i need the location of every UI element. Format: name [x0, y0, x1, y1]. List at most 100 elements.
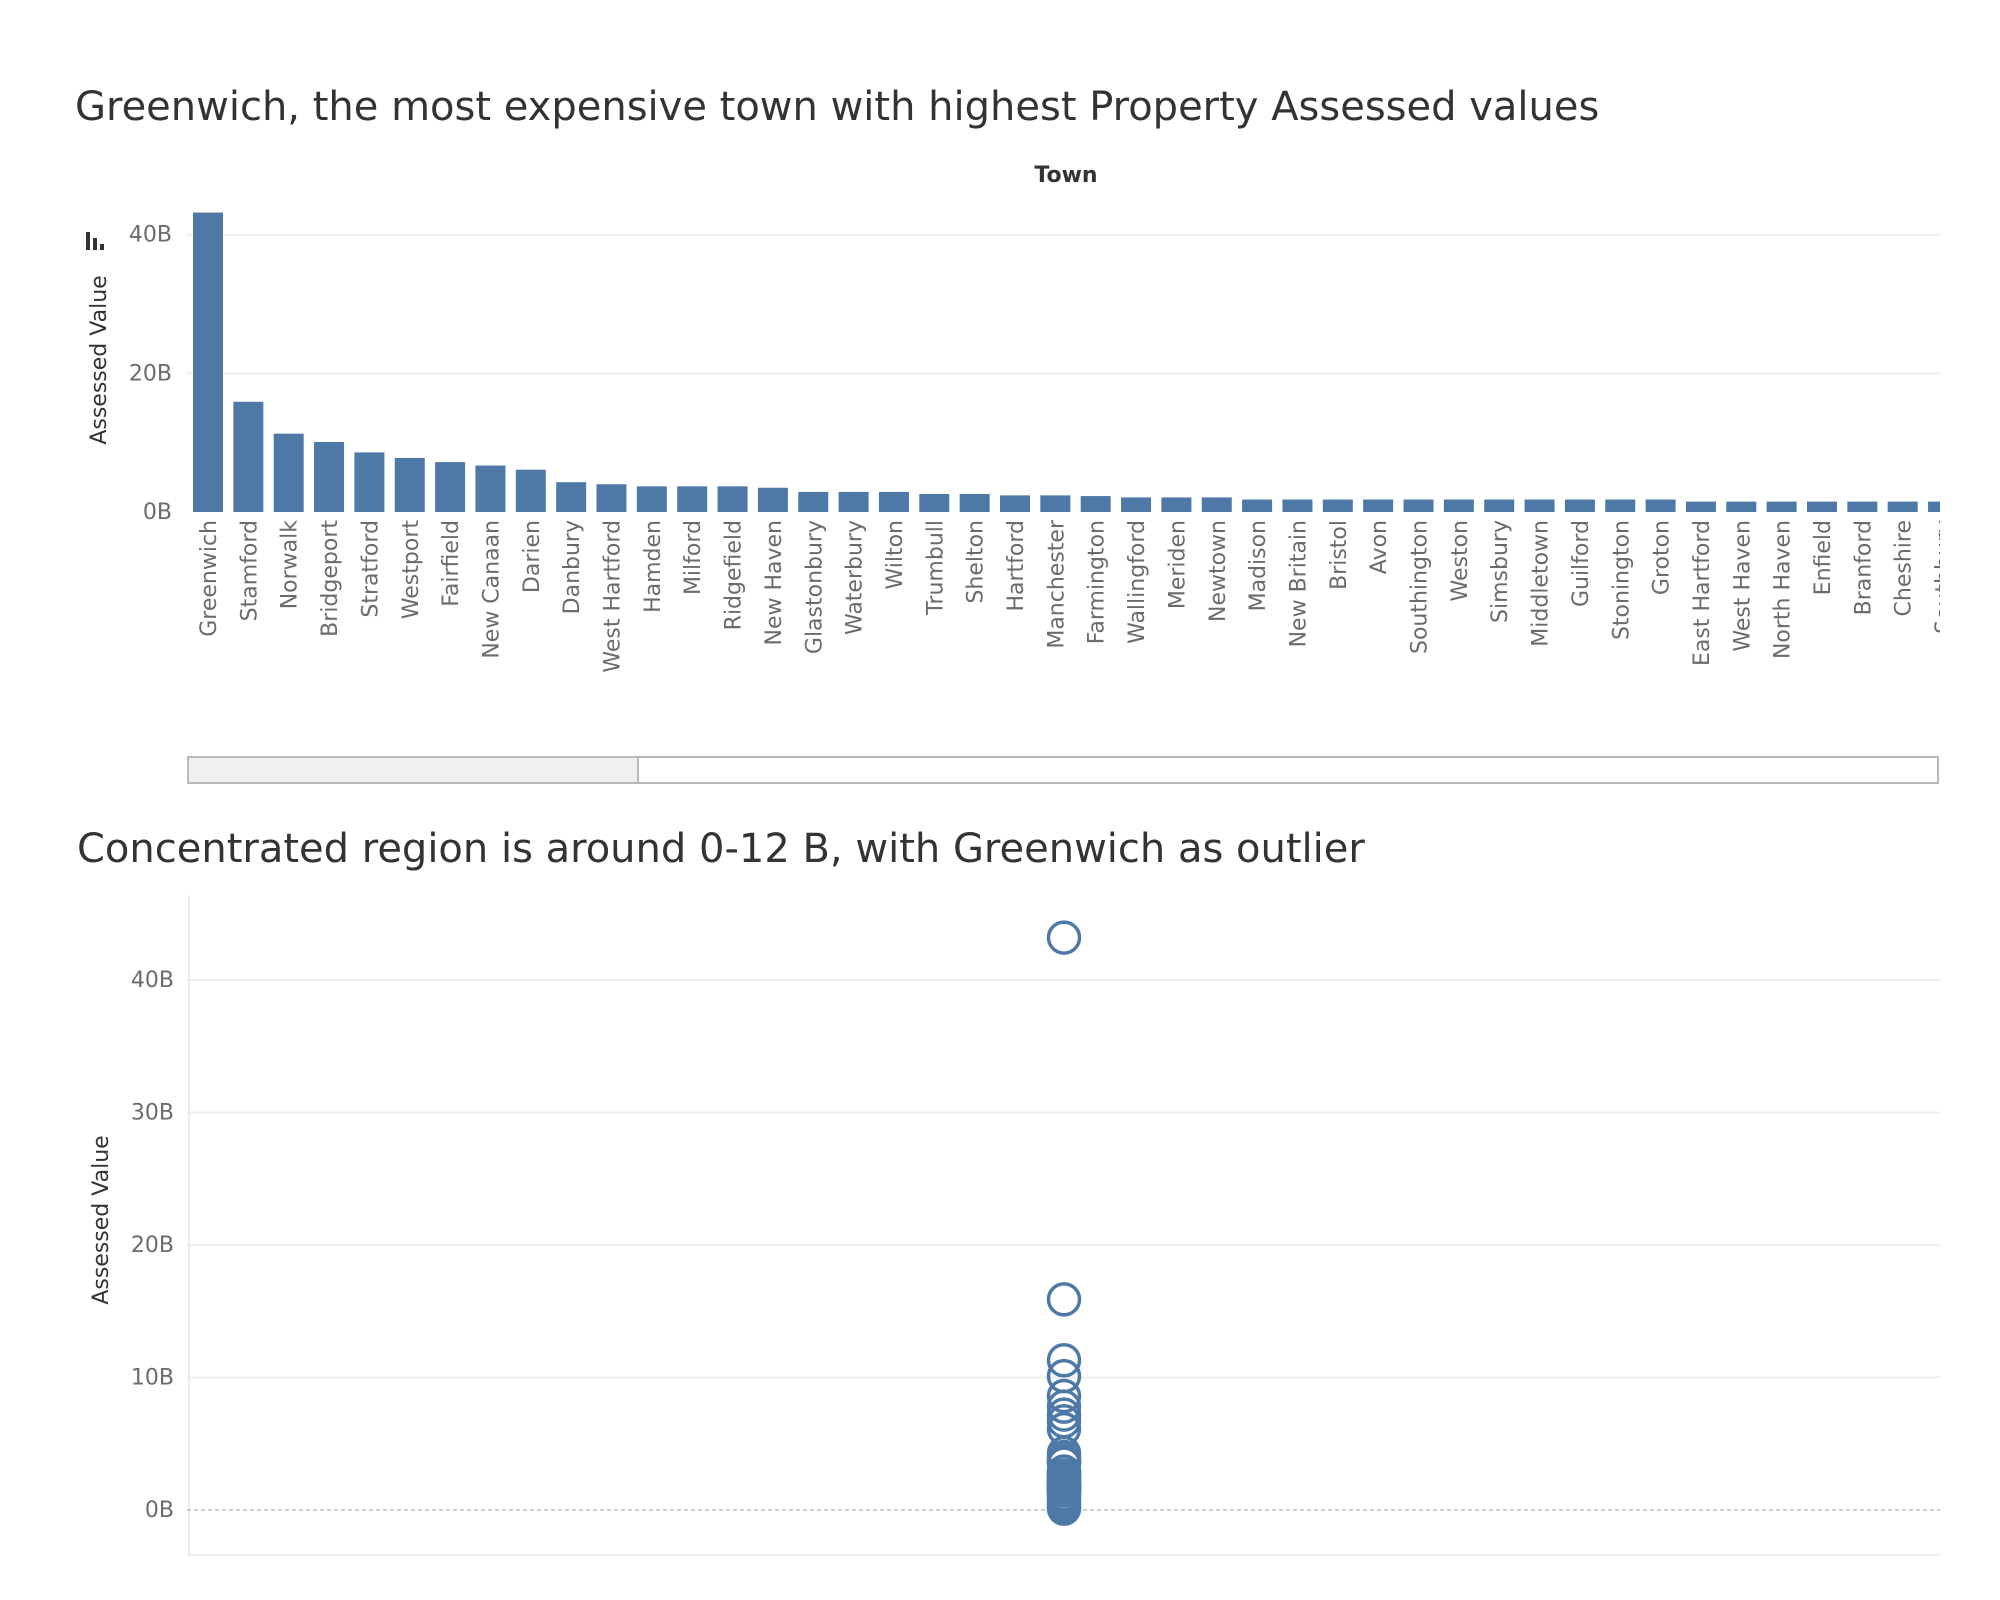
- bar: [1403, 499, 1434, 512]
- x-tick-label: Glastonbury: [802, 520, 827, 654]
- x-tick-label: East Hartford: [1690, 520, 1715, 666]
- bar: [1605, 499, 1636, 512]
- x-tick-label: Guilford: [1569, 520, 1594, 607]
- sort-icon: [86, 232, 104, 250]
- x-tick-label: Stratford: [358, 520, 383, 618]
- x-tick-label: Manchester: [1044, 519, 1069, 649]
- sort-icon-bar: [93, 238, 97, 250]
- bar: [314, 441, 345, 512]
- bar: [757, 487, 788, 512]
- x-tick-label: New Canaan: [479, 520, 504, 659]
- y-tick-label: 40B: [131, 968, 174, 993]
- bar: [273, 433, 304, 512]
- x-tick-label: Trumbull: [923, 520, 948, 616]
- scatter-chart-title: Concentrated region is around 0-12 B, wi…: [77, 826, 1365, 872]
- x-tick-label: West Hartford: [601, 520, 626, 673]
- x-tick-label: Stamford: [237, 520, 262, 621]
- bar: [1887, 501, 1918, 512]
- x-tick-label: Westport: [399, 520, 424, 620]
- bar: [798, 491, 829, 512]
- x-tick-label: Wallingford: [1125, 520, 1150, 644]
- bar: [1928, 501, 1940, 512]
- bar: [1766, 501, 1797, 512]
- bar: [636, 486, 667, 512]
- bar: [1242, 499, 1273, 512]
- x-tick-label: North Haven: [1771, 520, 1796, 659]
- y-tick-label: 0B: [143, 500, 172, 525]
- bar: [1524, 499, 1555, 512]
- bar: [596, 484, 627, 512]
- bar: [193, 212, 223, 512]
- x-tick-label: Norwalk: [278, 520, 303, 610]
- horizontal-scrollbar[interactable]: [187, 756, 1939, 784]
- bar: [1080, 496, 1111, 512]
- scatter-point: [1046, 920, 1082, 955]
- x-tick-label: Darien: [520, 520, 545, 593]
- x-tick-label: West Haven: [1730, 520, 1755, 652]
- y-tick-label: 20B: [131, 1233, 174, 1258]
- x-tick-label: Ridgefield: [722, 520, 747, 630]
- x-tick-label: New Haven: [762, 520, 787, 646]
- bar: [1040, 495, 1071, 512]
- bar: [1322, 499, 1353, 512]
- x-tick-label: Hartford: [1004, 520, 1029, 612]
- bar: [878, 491, 909, 512]
- bar-chart: Town Assessed Value 0B 20B 40B Greenwich Stamf…: [86, 163, 1957, 673]
- bar: [1161, 497, 1192, 512]
- x-tick-label: Farmington: [1085, 520, 1110, 644]
- bar: [1201, 497, 1232, 512]
- bar: [556, 482, 587, 512]
- column-header: Town: [1034, 163, 1097, 188]
- scatter-point: [1046, 1491, 1082, 1526]
- bar: [838, 491, 869, 512]
- bar: [1443, 499, 1474, 512]
- x-tick-label: Southington: [1408, 520, 1433, 654]
- bar: [717, 486, 748, 512]
- bar: [1121, 497, 1152, 512]
- x-tick-label: Cheshire: [1892, 520, 1917, 616]
- x-tick-label: Weston: [1448, 520, 1473, 602]
- bar: [475, 465, 506, 512]
- x-tick-label: Madison: [1246, 520, 1271, 611]
- bar: [1847, 501, 1878, 512]
- bar: [1282, 499, 1313, 512]
- x-tick-label: Danbury: [560, 520, 585, 614]
- bar: [515, 469, 546, 512]
- bar: [1564, 499, 1595, 512]
- bar-chart-title: Greenwich, the most expensive town with …: [75, 84, 1600, 130]
- bar: [1363, 499, 1394, 512]
- x-tick-label: Milford: [681, 520, 706, 595]
- bar: [435, 462, 466, 512]
- sort-icon-bar: [100, 244, 104, 250]
- scrollbar-thumb[interactable]: [189, 758, 639, 782]
- y-axis-label: Assessed Value: [87, 275, 112, 444]
- y-tick-label: 30B: [131, 1101, 174, 1126]
- x-tick-label: Groton: [1650, 520, 1675, 595]
- x-tick-label: Meriden: [1165, 520, 1190, 609]
- bar: [1807, 501, 1837, 512]
- x-tick-label: Avon: [1367, 520, 1392, 574]
- x-tick-label: Southbury: [1932, 520, 1957, 634]
- x-tick-label: Bristol: [1327, 520, 1352, 590]
- bar: [1685, 501, 1716, 512]
- x-tick-label: Enfield: [1811, 520, 1836, 595]
- x-tick-label: Branford: [1851, 520, 1876, 615]
- bar: [1000, 495, 1030, 512]
- scatter-point: [1046, 1378, 1082, 1414]
- y-axis-label: Assessed Value: [89, 1135, 114, 1304]
- x-tick-label: Simsbury: [1488, 520, 1513, 623]
- bar: [1645, 499, 1676, 512]
- bar: [959, 493, 990, 512]
- x-tick-label: Middletown: [1529, 520, 1554, 647]
- x-tick-label: Bridgeport: [318, 520, 343, 637]
- bar: [394, 457, 425, 512]
- sort-icon-bar: [86, 232, 90, 250]
- x-tick-label: Fairfield: [439, 520, 464, 607]
- scatter-point: [1046, 1343, 1082, 1378]
- x-tick-label: New Britain: [1286, 520, 1311, 647]
- x-tick-label: Shelton: [964, 520, 989, 604]
- scatter-point: [1046, 1282, 1082, 1317]
- bar: [354, 452, 385, 512]
- bar: [233, 401, 264, 512]
